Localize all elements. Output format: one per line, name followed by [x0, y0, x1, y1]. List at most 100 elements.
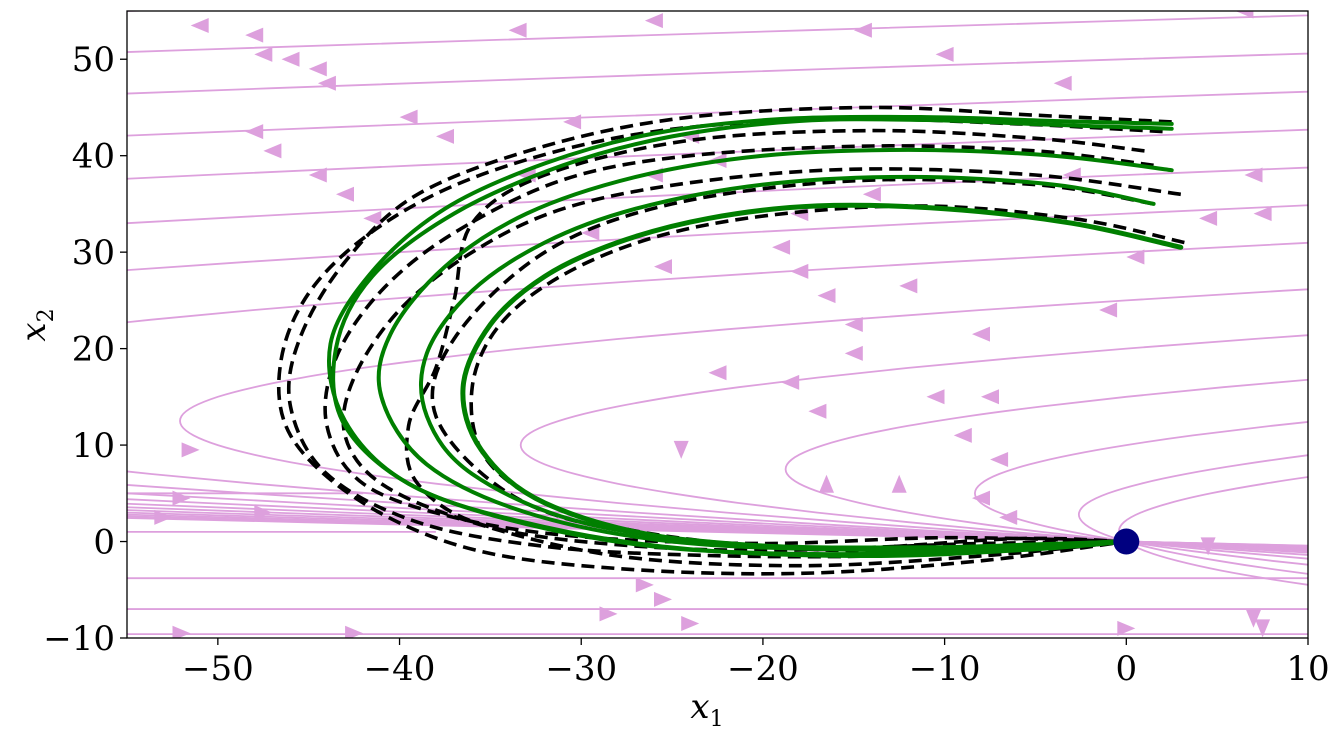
x-tick-label: −30	[545, 649, 617, 689]
streamline-16	[127, 517, 1308, 547]
x-tick-label: −40	[364, 649, 436, 689]
streamline-0	[1118, 476, 1308, 586]
stream-arrow-51	[819, 474, 834, 493]
y-tick-label: 30	[72, 233, 115, 273]
y-tick-label: 40	[72, 137, 115, 177]
streamline-12	[127, 14, 1308, 548]
stream-arrow-59	[599, 606, 618, 622]
reference-trajectory-0	[430, 177, 1154, 550]
stream-arrow-16	[308, 167, 327, 183]
stream-arrow-36	[808, 403, 827, 419]
stream-arrow-44	[1244, 167, 1263, 183]
streamlines	[127, 11, 1308, 636]
stream-arrow-6	[644, 13, 663, 29]
stream-arrow-28	[790, 263, 809, 279]
streamline-13	[127, 11, 1308, 548]
origin-markers	[1113, 528, 1140, 555]
streamline-14	[127, 513, 1308, 548]
y-tick-label: 20	[72, 330, 115, 370]
stream-arrow-38	[981, 389, 999, 405]
streamline-11	[127, 52, 1308, 549]
stream-arrow-14	[399, 109, 418, 125]
x-axis-ticks: −50 −40 −30 −20 −10 0 10	[182, 638, 1330, 689]
stream-arrow-35	[781, 374, 800, 390]
stream-arrow-64	[1200, 537, 1216, 556]
stream-arrow-37	[926, 389, 945, 405]
x-tick-label: −50	[182, 649, 254, 689]
stream-arrow-31	[844, 317, 863, 332]
stream-arrow-32	[844, 345, 863, 361]
stream-arrow-11	[1235, 11, 1254, 19]
origin-point	[1113, 528, 1140, 555]
stream-arrow-18	[363, 210, 382, 226]
reference-trajectory-5	[341, 167, 1182, 568]
y-axis-label-main: x	[14, 322, 54, 341]
streamline-9	[127, 128, 1308, 550]
streamline-1	[1077, 454, 1308, 575]
y-tick-label: −10	[43, 619, 115, 659]
stream-arrow-39	[953, 427, 972, 443]
stream-arrow-13	[263, 143, 282, 159]
stream-arrow-26	[862, 186, 881, 202]
x-tick-label: 0	[1115, 649, 1137, 689]
x-tick-label: 10	[1286, 649, 1329, 689]
stream-arrow-58	[654, 591, 672, 607]
stream-arrow-52	[673, 440, 689, 459]
stream-arrow-19	[563, 114, 582, 130]
x-tick-label: −10	[909, 649, 981, 689]
stream-arrow-0	[190, 18, 209, 33]
stream-arrow-10	[1053, 75, 1072, 91]
stream-arrow-1	[245, 27, 264, 43]
stream-arrow-47	[1126, 249, 1145, 265]
stream-arrow-24	[654, 259, 672, 275]
stream-arrows	[154, 11, 1272, 638]
stream-arrow-56	[254, 505, 273, 521]
stream-arrow-9	[935, 46, 954, 62]
streamline-15	[127, 515, 1308, 547]
stream-arrow-60	[681, 616, 700, 631]
streamline-2	[973, 420, 1308, 566]
streamline-7	[127, 204, 1308, 551]
streamline-5	[179, 288, 1308, 554]
plot-frame	[126, 10, 1309, 639]
stream-arrow-62	[345, 625, 364, 638]
stream-arrow-30	[899, 278, 918, 294]
stream-arrow-46	[1199, 210, 1218, 226]
stream-arrow-4	[308, 61, 327, 77]
stream-arrow-50	[891, 474, 907, 493]
x-axis-label-main: x	[690, 687, 709, 727]
y-tick-label: 50	[72, 40, 115, 80]
stream-arrow-8	[853, 22, 872, 38]
stream-arrow-7	[508, 22, 527, 38]
stream-arrow-33	[972, 326, 990, 342]
y-tick-label: 0	[93, 523, 115, 563]
stream-arrow-41	[972, 490, 990, 506]
stream-arrow-15	[436, 128, 454, 144]
x-tick-label: −20	[727, 649, 799, 689]
stream-arrow-45	[1253, 206, 1272, 222]
stream-arrow-53	[181, 442, 200, 458]
x-axis-label: x1	[690, 687, 723, 732]
stream-arrow-34	[708, 365, 727, 381]
y-axis-label-sub: 2	[34, 308, 59, 322]
streamline-8	[127, 166, 1308, 550]
stream-arrow-40	[990, 452, 1009, 467]
y-axis-ticks: −10 0 10 20 30 40 50	[43, 40, 127, 659]
stream-arrow-2	[254, 46, 273, 62]
trajectory-series	[276, 105, 1185, 576]
stream-arrow-57	[635, 577, 654, 593]
stream-arrow-23	[581, 225, 600, 241]
stream-arrow-29	[817, 288, 836, 304]
learned-trajectory-11	[327, 114, 1174, 557]
x-axis-label-sub: 1	[710, 707, 724, 732]
y-tick-label: 10	[72, 426, 115, 466]
streamline-10	[127, 90, 1308, 549]
stream-arrow-42	[999, 509, 1018, 525]
stream-arrow-55	[154, 509, 173, 525]
stream-arrow-27	[772, 239, 791, 255]
stream-arrow-61	[172, 625, 191, 638]
stream-arrow-66	[1255, 619, 1271, 638]
streamline-4	[519, 334, 1308, 556]
reference-trajectory-2	[286, 105, 1172, 559]
